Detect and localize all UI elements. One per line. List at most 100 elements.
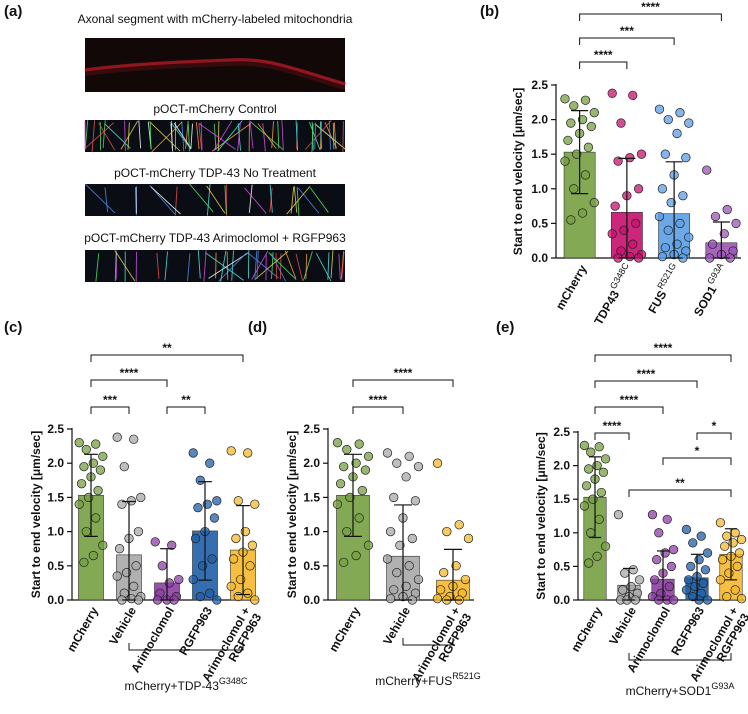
x-tick-label-sup: G348C [608,261,631,291]
data-point [354,439,364,449]
x-tick-label: mCherry [553,262,590,312]
data-point [636,149,647,159]
data-point [91,439,101,449]
panel-label: (c) [4,319,22,336]
data-point [129,434,139,444]
data-point [243,588,253,598]
x-tick-label: mCherry [568,604,605,654]
y-tick-label: 0.0 [531,251,548,265]
data-point [385,526,396,537]
data-point [332,499,343,509]
data-point [600,454,611,464]
kymograph-track [173,122,192,149]
kymograph-track [206,184,211,216]
y-tick-label: 1.5 [553,492,570,506]
data-point [684,118,694,128]
significance-bracket [696,432,732,440]
kymograph-track [127,122,130,150]
kymograph-track [170,123,174,152]
y-tick-label: 1.5 [303,490,320,504]
x-tick-label: Vehicle [106,604,139,647]
kymograph-track [189,183,214,213]
data-point [660,149,670,159]
significance-label: ** [675,476,685,490]
error-bar [444,548,462,601]
kymograph-track [204,252,244,281]
significance-bracket [594,380,698,388]
significance-label: ** [162,341,172,355]
panel-label: (e) [496,319,514,336]
x-tick-label-text: SOD1 [691,283,720,319]
data-point [207,554,217,564]
x-tick-label: TDP43G348C [589,261,637,328]
y-tick-label: 0.5 [47,559,64,573]
group-label: mCherry+TDP-43G348C [125,676,248,693]
data-point [722,591,732,602]
data-point [332,438,343,448]
significance-label: **** [594,48,613,62]
kymograph-track [208,252,248,279]
data-point [188,448,198,458]
kymograph-track [164,251,168,281]
group-label-sup: G348C [219,676,248,686]
kymograph-track [190,123,193,149]
data-point [654,528,664,538]
data-point [81,444,91,455]
bar-panel: (e) Start to end velocity [μm/sec] 0.0 0.5 1… [496,319,748,698]
data-point [74,438,84,448]
significance-label: *** [103,393,117,407]
data-point [681,524,692,535]
micrographs [84,38,347,282]
image-caption: pOCT-mCherry Control [153,102,276,116]
data-point [389,492,399,503]
data-point [730,585,740,595]
data-point [633,253,644,263]
significance-bracket [628,489,732,497]
data-point [634,575,645,585]
kymograph-track [256,250,259,279]
kymograph-track [149,122,152,149]
kymograph-track [120,120,139,150]
significance-label: **** [369,393,388,407]
data-point [76,479,87,489]
data-point [736,594,747,604]
significance-label: **** [641,0,660,14]
data-point [717,555,728,565]
x-tick-label: mCherry [326,604,363,654]
y-tick-label: 2.0 [553,459,570,473]
data-point [625,251,635,262]
data-point [660,548,670,558]
data-point [663,114,673,125]
kymograph-track [195,122,200,150]
kymograph-track [198,122,236,150]
y-tick-label: 2.0 [303,456,320,470]
kymograph-track [237,122,241,152]
data-point [668,595,679,605]
y-axis-title: Start to end velocity [μm/sec] [29,431,43,598]
kymograph-track [338,253,341,280]
kymograph-track [187,253,191,281]
data-point [240,526,251,537]
data-point [618,585,628,595]
data-point [672,239,682,249]
kymograph-track [254,250,258,279]
kymograph-track [333,122,337,150]
x-tick-label-group: FUSR521G [645,261,678,316]
data-point [563,135,573,146]
data-point [363,540,374,550]
bar-panel: (d) Start to end velocity [μm/sec] 0.0 0.5 1… [248,319,481,688]
error-bar [622,567,636,601]
data-point [126,496,137,506]
data-point [245,561,255,571]
data-point [686,561,696,572]
axon-glow [84,57,347,90]
kymograph-track [104,123,131,149]
data-point [342,444,352,455]
kymograph-track [315,253,332,282]
group-label-text: mCherry+TDP-43 [125,679,220,693]
data-point [730,528,740,538]
data-point [432,458,443,468]
data-point [724,568,734,578]
data-point [577,114,588,125]
y-axis-title-group: Start to end velocity [μm/sec] [29,431,43,598]
